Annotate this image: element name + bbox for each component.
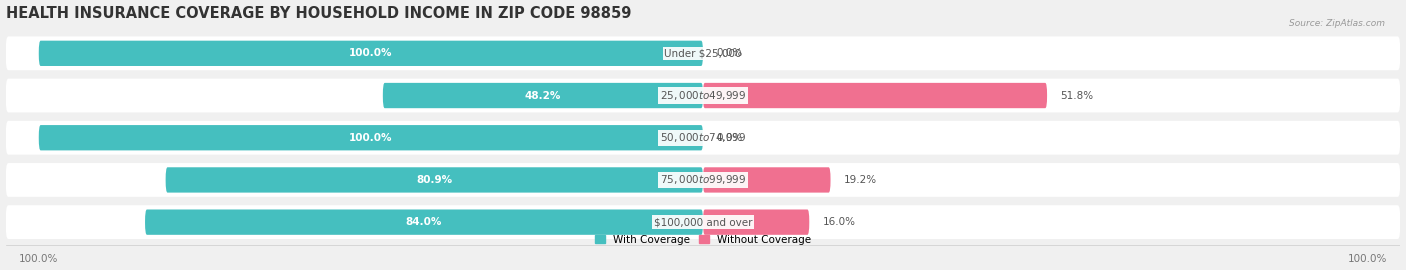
FancyBboxPatch shape [166, 167, 703, 193]
FancyBboxPatch shape [145, 210, 703, 235]
Text: HEALTH INSURANCE COVERAGE BY HOUSEHOLD INCOME IN ZIP CODE 98859: HEALTH INSURANCE COVERAGE BY HOUSEHOLD I… [6, 6, 631, 21]
FancyBboxPatch shape [6, 79, 1400, 112]
Text: 80.9%: 80.9% [416, 175, 453, 185]
FancyBboxPatch shape [703, 210, 810, 235]
Text: $100,000 and over: $100,000 and over [654, 217, 752, 227]
FancyBboxPatch shape [382, 83, 703, 108]
FancyBboxPatch shape [703, 167, 831, 193]
Text: 0.0%: 0.0% [716, 133, 742, 143]
Text: $75,000 to $99,999: $75,000 to $99,999 [659, 173, 747, 187]
Text: 48.2%: 48.2% [524, 90, 561, 100]
Text: $25,000 to $49,999: $25,000 to $49,999 [659, 89, 747, 102]
Legend: With Coverage, Without Coverage: With Coverage, Without Coverage [591, 231, 815, 249]
FancyBboxPatch shape [6, 121, 1400, 155]
Text: 100.0%: 100.0% [349, 133, 392, 143]
FancyBboxPatch shape [6, 163, 1400, 197]
FancyBboxPatch shape [39, 41, 703, 66]
FancyBboxPatch shape [6, 205, 1400, 239]
FancyBboxPatch shape [703, 83, 1047, 108]
Text: $50,000 to $74,999: $50,000 to $74,999 [659, 131, 747, 144]
Text: 100.0%: 100.0% [349, 48, 392, 58]
Text: 51.8%: 51.8% [1060, 90, 1094, 100]
FancyBboxPatch shape [39, 125, 703, 150]
Text: 84.0%: 84.0% [406, 217, 443, 227]
Text: Under $25,000: Under $25,000 [664, 48, 742, 58]
FancyBboxPatch shape [6, 36, 1400, 70]
Text: 16.0%: 16.0% [823, 217, 856, 227]
Text: 0.0%: 0.0% [716, 48, 742, 58]
Text: Source: ZipAtlas.com: Source: ZipAtlas.com [1289, 19, 1385, 28]
Text: 19.2%: 19.2% [844, 175, 877, 185]
